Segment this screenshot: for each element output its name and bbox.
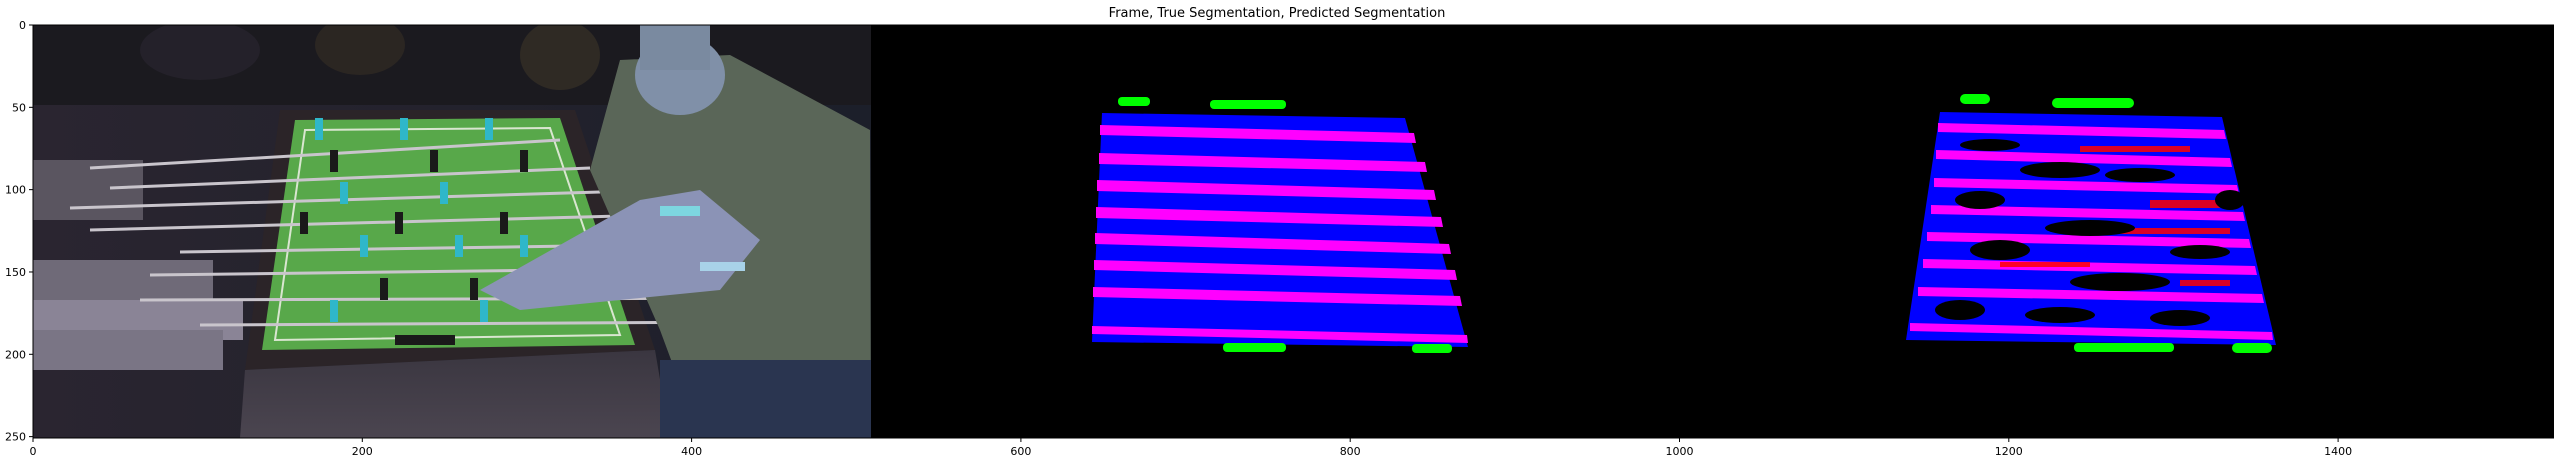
x-tick-label: 200 (352, 445, 373, 458)
goal-marks (1118, 97, 1452, 353)
y-tick-label: 200 (5, 348, 26, 361)
y-axis-ticks: 0 50 100 150 200 250 (5, 19, 33, 444)
y-tick-label: 100 (5, 184, 26, 197)
predicted-segmentation-panel (1906, 94, 2276, 353)
predicted-noise (1935, 139, 2245, 326)
predicted-error-regions (2000, 146, 2230, 286)
predicted-rod-stripes (1910, 123, 2273, 340)
x-tick-label: 1200 (1995, 445, 2023, 458)
frame-panel (33, 25, 871, 438)
predicted-goal-marks (1960, 94, 2272, 353)
x-tick-label: 400 (681, 445, 702, 458)
table-region (1092, 113, 1468, 347)
y-tick-label: 250 (5, 431, 26, 444)
x-axis-ticks: 0 200 400 600 800 1000 1200 1400 (30, 438, 2352, 458)
x-tick-label: 1400 (2324, 445, 2352, 458)
x-tick-label: 800 (1340, 445, 1361, 458)
x-tick-label: 600 (1010, 445, 1031, 458)
x-tick-label: 0 (30, 445, 37, 458)
y-tick-label: 150 (5, 266, 26, 279)
true-segmentation-panel (1092, 97, 1468, 353)
y-tick-label: 50 (12, 101, 26, 114)
figure-title: Frame, True Segmentation, Predicted Segm… (1108, 6, 1446, 21)
x-tick-label: 1000 (1666, 445, 1694, 458)
axes-frame (32, 24, 2554, 439)
rod-stripes (1092, 125, 1468, 343)
y-tick-label: 0 (19, 19, 26, 32)
